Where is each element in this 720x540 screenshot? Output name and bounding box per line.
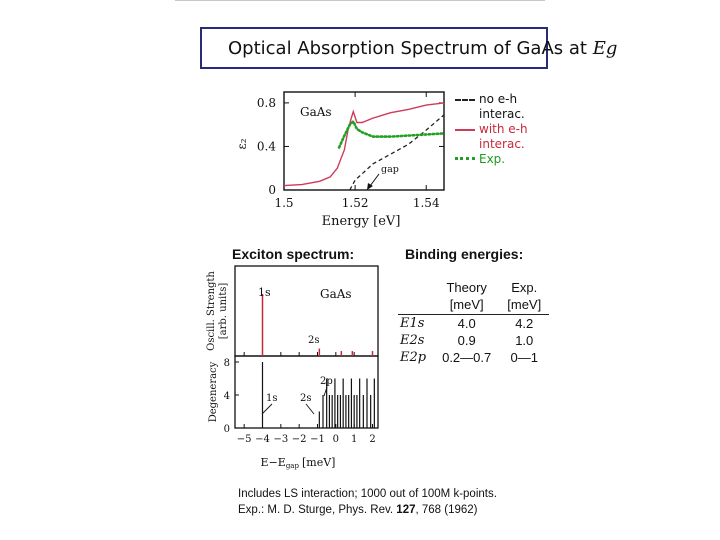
- binding-row-label: E1s: [398, 314, 435, 332]
- exciton-x-tick-label: 0: [333, 434, 339, 445]
- binding-theory-value: 0.2—0.7: [442, 350, 492, 365]
- exciton-x-tick-label: −2: [292, 434, 307, 445]
- footnote-line-2: Exp.: M. D. Sturge, Phys. Rev. 127, 768 …: [238, 504, 478, 516]
- x-tick-label: 1.52: [342, 196, 369, 210]
- exciton-x-tick-label: −1: [310, 434, 325, 445]
- legend-row-with-eh: with e-h interac.: [453, 122, 563, 152]
- y-tick-label: 0.4: [257, 139, 276, 153]
- title-box: Optical Absorption Spectrum of GaAs at E…: [200, 27, 617, 69]
- label-1s-top: 1s: [258, 286, 271, 299]
- oscillator-plot-frame: [234, 265, 379, 357]
- title-symbol: Eg: [592, 38, 618, 59]
- legend-row-no-eh: no e-h interac.: [453, 92, 563, 122]
- label-2s-top: 2s: [308, 335, 320, 346]
- absorption-material-label: GaAs: [300, 105, 332, 119]
- legend-dots-sample: [453, 152, 479, 167]
- label-2p-bottom: 2p: [320, 376, 333, 387]
- exciton-heading: Exciton spectrum:: [232, 246, 355, 262]
- legend-no-eh-2: interac.: [479, 107, 525, 121]
- exciton-chart: 0 4 8 −5 −4 −3 −2 −1 0 1 2 1s 2s GaAs 1s 2s 2p Osc…: [206, 265, 379, 470]
- exciton-x-label: E−Egap [meV]: [261, 456, 336, 470]
- series-no-eh-line: [349, 114, 445, 191]
- binding-energy-table: Theory [meV] Exp. [meV] E1s 4.0 4.2 E2s 0.…: [398, 278, 550, 366]
- binding-header-empty: [398, 278, 434, 315]
- binding-exp-value: 4.2: [499, 314, 550, 332]
- exciton-x-tick-label: 1: [351, 434, 357, 445]
- degeneracy-y-tick-label: 8: [224, 358, 230, 369]
- absorption-legend: no e-h interac. with e-h interac. Exp.: [453, 92, 563, 167]
- exciton-material-label: GaAs: [320, 287, 352, 301]
- binding-heading: Binding energies:: [405, 246, 524, 262]
- absorption-chart: 1.5 1.52 1.54 0 0.4 0.8 GaAs gap ε₂ Energy [e…: [235, 91, 446, 229]
- y-tick-label: 0: [268, 183, 276, 197]
- series-exp-line: [337, 119, 446, 149]
- exciton-x-tick-label: 2: [369, 434, 375, 445]
- binding-header-exp: Exp. [meV]: [507, 280, 542, 312]
- legend-dash-sample: [453, 92, 479, 107]
- label-1s-bottom: 1s: [266, 393, 278, 404]
- exciton-x-tick-label: −3: [273, 434, 288, 445]
- binding-row-label: E2p: [400, 350, 427, 365]
- degeneracy-y-label: Degeneracy: [208, 361, 219, 422]
- arrow-2p: [323, 386, 328, 397]
- binding-header-row: Theory [meV] Exp. [meV]: [398, 278, 549, 315]
- arrow-1s: [261, 403, 273, 415]
- gap-arrowhead: [367, 183, 373, 190]
- absorption-plot-frame: [283, 91, 445, 191]
- legend-with-eh-1: with e-h: [479, 122, 528, 136]
- page-title: Optical Absorption Spectrum of GaAs at E…: [228, 38, 617, 59]
- legend-exp: Exp.: [479, 152, 506, 166]
- oscillator-y-label: Oscill. Strength: [206, 271, 217, 351]
- binding-row-e2s: E2s 0.9 1.0: [398, 332, 549, 349]
- degeneracy-y-tick-label: 0: [224, 424, 230, 435]
- binding-row-label: E2s: [400, 333, 425, 348]
- arrow-2s: [305, 403, 315, 415]
- binding-exp-value: 1.0: [515, 333, 534, 348]
- y-tick-label: 0.8: [257, 96, 276, 110]
- footnote: Includes LS interaction; 1000 out of 100…: [238, 486, 497, 518]
- binding-theory-value: 0.9: [457, 333, 476, 348]
- legend-solid-sample: [453, 122, 479, 137]
- title-text: Optical Absorption Spectrum of GaAs at: [228, 38, 587, 59]
- label-2s-bottom: 2s: [300, 393, 312, 404]
- legend-with-eh-2: interac.: [479, 137, 525, 151]
- footnote-volume: 127: [396, 504, 416, 516]
- binding-header-theory: Theory [meV]: [446, 280, 487, 312]
- binding-theory-value: 4.0: [434, 314, 500, 332]
- gap-arrow: [369, 173, 380, 187]
- binding-row-e1s: E1s 4.0 4.2: [398, 314, 550, 332]
- exciton-x-tick-label: −4: [255, 434, 270, 445]
- legend-no-eh-1: no e-h: [479, 92, 518, 106]
- absorption-x-label: Energy [eV]: [322, 214, 401, 229]
- gap-annotation: gap: [381, 164, 399, 175]
- x-tick-label: 1.5: [274, 196, 293, 210]
- oscillator-y-label-units: [arb. units]: [218, 283, 229, 340]
- legend-row-exp: Exp.: [453, 152, 563, 167]
- binding-row-e2p: E2p 0.2—0.7 0—1: [398, 349, 549, 366]
- degeneracy-y-tick-label: 4: [224, 391, 230, 402]
- x-tick-label: 1.54: [413, 196, 440, 210]
- degeneracy-plot-frame: [234, 355, 379, 429]
- footnote-line-1: Includes LS interaction; 1000 out of 100…: [238, 488, 497, 500]
- exciton-x-tick-label: −5: [237, 434, 252, 445]
- absorption-y-label: ε₂: [235, 138, 249, 149]
- binding-exp-value: 0—1: [510, 350, 538, 365]
- top-rule: [175, 0, 545, 1]
- series-with-eh-line: [283, 102, 445, 187]
